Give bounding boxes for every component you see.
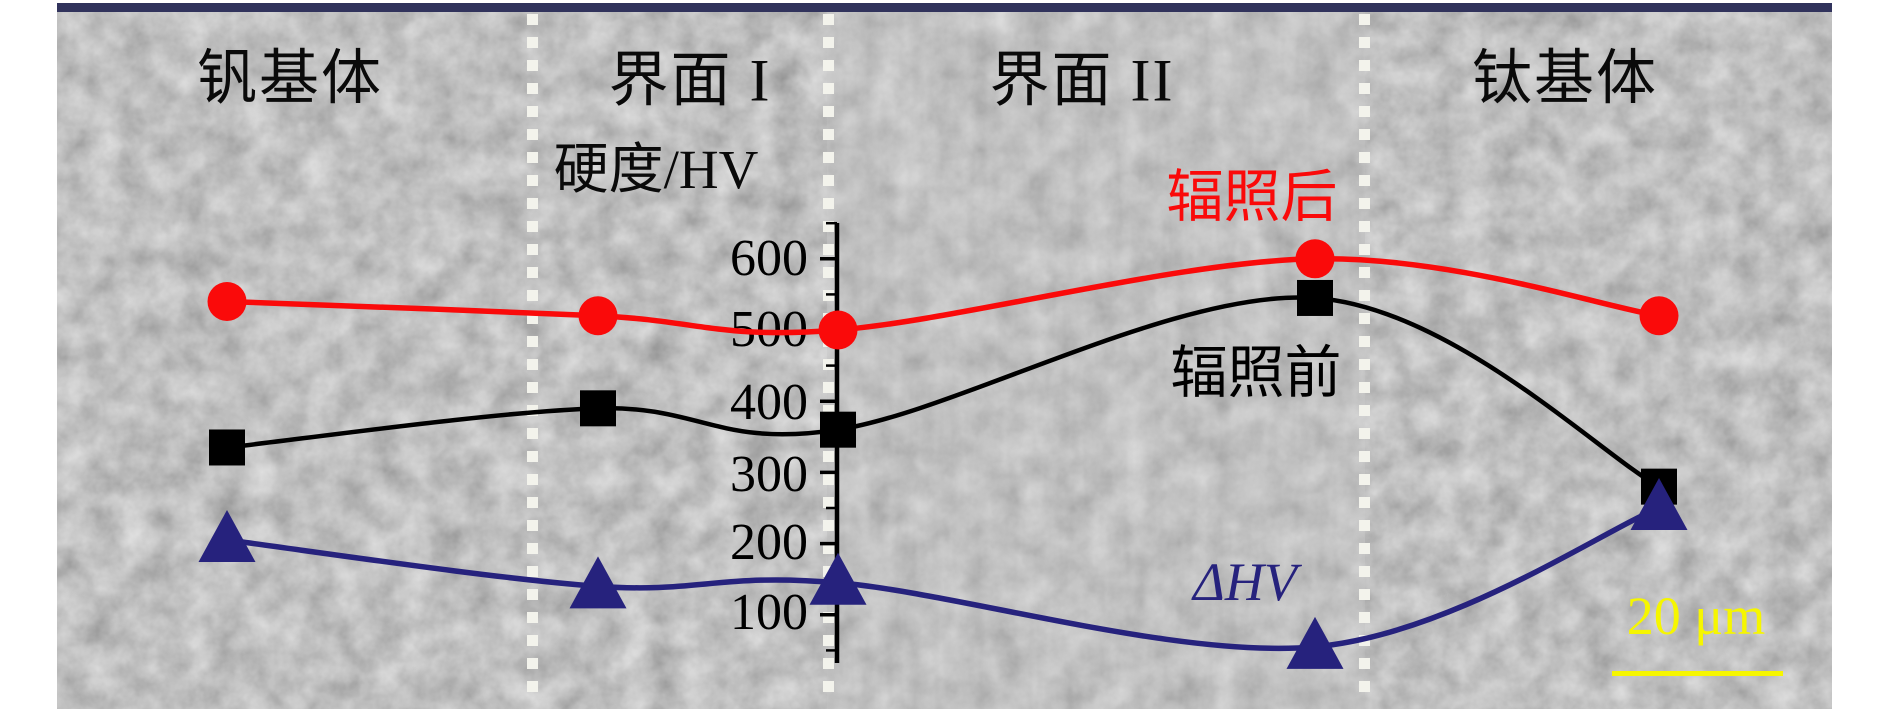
y-tick-label-400: 400 <box>730 374 808 431</box>
marker-circle <box>1639 296 1679 336</box>
marker-circle <box>818 310 858 350</box>
marker-square <box>1297 279 1333 316</box>
marker-triangle <box>198 510 256 563</box>
legend-delta-hv: ΔHV <box>1193 552 1297 612</box>
marker-circle <box>1295 239 1335 279</box>
zone-boundary-line-2 <box>823 14 834 702</box>
legend-before-irradiation: 辐照前 <box>1170 342 1342 405</box>
marker-circle <box>578 296 618 336</box>
zone-label-interface-1: 界面 I <box>608 47 772 114</box>
y-axis-title: 硬度/HV <box>553 139 759 200</box>
y-tick-label-300: 300 <box>730 446 808 503</box>
y-tick-label-200: 200 <box>730 514 808 571</box>
zone-label-vanadium-matrix: 钒基体 <box>197 45 383 112</box>
legend-after-irradiation: 辐照后 <box>1166 166 1338 229</box>
marker-triangle <box>1286 616 1344 669</box>
series-line-circle <box>226 256 1660 336</box>
zone-boundary-line-3 <box>1359 14 1370 702</box>
marker-triangle <box>809 552 867 605</box>
y-tick-label-100: 100 <box>730 584 808 641</box>
marker-triangle <box>569 556 627 609</box>
marker-square <box>580 390 616 427</box>
series-line-square <box>226 295 1661 489</box>
scale-bar-label: 20 μm <box>1626 586 1766 646</box>
series-line-triangle-up <box>226 505 1661 652</box>
sem-micrograph <box>57 3 1832 709</box>
marker-square <box>209 429 245 466</box>
zone-boundary-line-1 <box>527 14 538 702</box>
marker-circle <box>207 282 247 322</box>
marker-triangle <box>1630 478 1688 530</box>
top-border-bar <box>57 3 1832 12</box>
y-tick-label-600: 600 <box>730 230 808 287</box>
zone-label-titanium-matrix: 钛基体 <box>1472 45 1658 112</box>
zone-label-interface-2: 界面 II <box>989 47 1175 114</box>
scale-bar-line <box>1612 671 1783 676</box>
marker-square <box>820 411 856 448</box>
